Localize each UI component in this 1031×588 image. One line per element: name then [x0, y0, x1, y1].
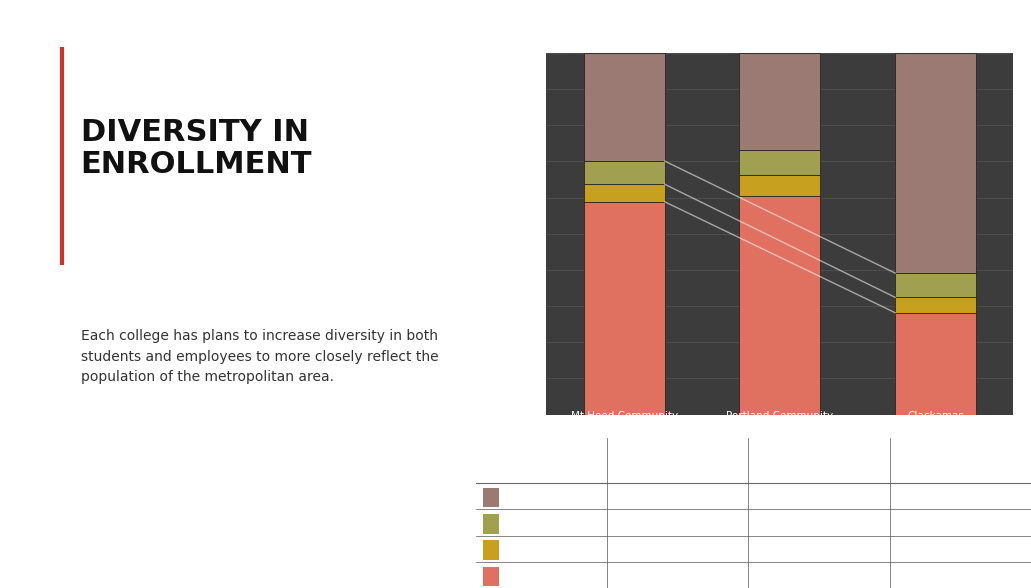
Bar [483, 567, 499, 586]
Text: 449: 449 [667, 544, 688, 554]
Bar [584, 161, 665, 184]
Bar [483, 540, 499, 560]
Text: 8,309: 8,309 [804, 491, 834, 501]
Text: 595: 595 [667, 517, 688, 527]
Text: Portland Community
College: Portland Community College [769, 450, 869, 472]
Text: Black: Black [507, 544, 535, 554]
Text: Other/Undisclosed: Other/Undisclosed [507, 491, 603, 501]
Y-axis label: PERCENT ENROLLMENT BY RACE: PERCENT ENROLLMENT BY RACE [495, 154, 504, 313]
Text: 2,775: 2,775 [663, 491, 693, 501]
Text: Enrollment by Race: Enrollment by Race [710, 9, 924, 28]
Text: DIVERSITY IN
ENROLLMENT: DIVERSITY IN ENROLLMENT [80, 118, 312, 179]
Bar [895, 298, 976, 313]
Text: Mt Hood Community
College: Mt Hood Community College [627, 450, 728, 472]
Bar [483, 488, 499, 507]
Text: 2,125: 2,125 [804, 517, 834, 527]
Text: 5,457: 5,457 [663, 570, 693, 580]
Text: 1,000: 1,000 [945, 570, 975, 580]
Bar [584, 184, 665, 202]
Bar [895, 53, 976, 273]
Text: 238: 238 [951, 517, 970, 527]
Bar [584, 202, 665, 415]
Text: 151: 151 [951, 544, 970, 554]
Text: Portland Community
College: Portland Community College [727, 411, 833, 433]
Text: Clackamas
Community College: Clackamas Community College [912, 450, 1008, 472]
Text: Each college has plans to increase diversity in both
students and employees to m: Each college has plans to increase diver… [80, 329, 438, 385]
Bar [739, 196, 821, 415]
Text: Clackamas
Community College: Clackamas Community College [885, 411, 987, 433]
Bar [895, 313, 976, 415]
Text: 18,720: 18,720 [801, 570, 837, 580]
Text: Asian: Asian [507, 517, 535, 527]
Text: Total: Total [550, 29, 579, 42]
Bar [584, 53, 665, 161]
Bar [739, 53, 821, 150]
Bar [483, 514, 499, 534]
Bar [739, 175, 821, 196]
Bar [895, 273, 976, 298]
Text: Mt Hood Community
College: Mt Hood Community College [571, 411, 677, 433]
Text: 1,775: 1,775 [804, 544, 834, 554]
Bar [739, 150, 821, 175]
Text: White: White [507, 570, 537, 580]
Text: 2,162: 2,162 [945, 491, 975, 501]
